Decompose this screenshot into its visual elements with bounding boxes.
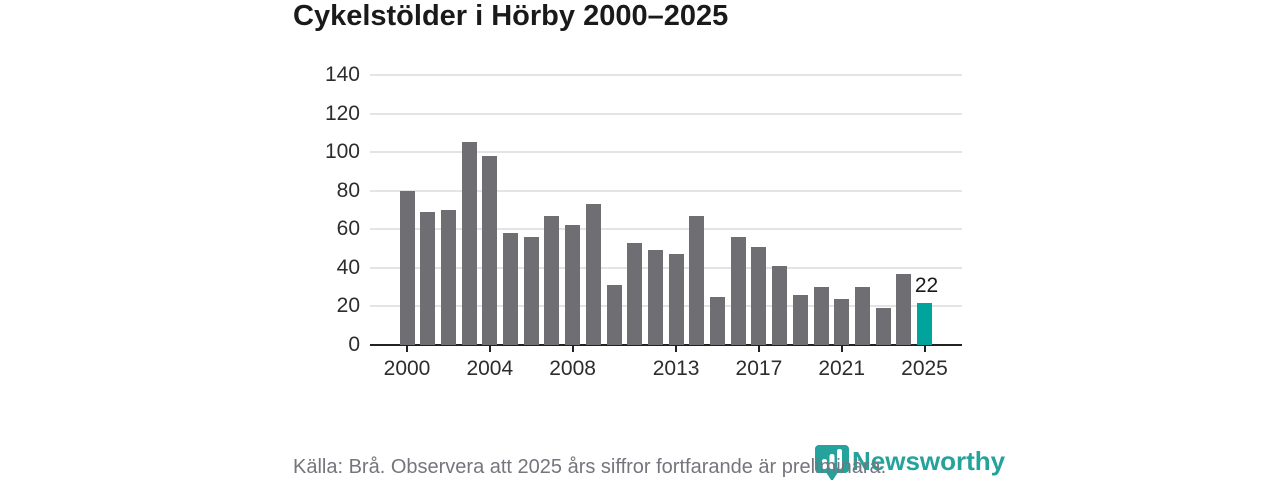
bar-2001 — [420, 212, 436, 345]
x-tick-label-2025: 2025 — [901, 357, 948, 380]
y-tick-label-40: 40 — [336, 255, 360, 279]
x-tick-label-2013: 2013 — [652, 357, 700, 380]
x-tick-2017 — [757, 346, 760, 352]
y-tick-label-100: 100 — [324, 140, 360, 164]
bar-2012 — [647, 250, 663, 345]
bar-2022 — [854, 287, 870, 345]
newsworthy-wordmark: Newsworthy — [852, 446, 1006, 476]
x-tick-label-2021: 2021 — [818, 357, 866, 380]
y-tick-label-80: 80 — [336, 178, 360, 202]
x-tick-2013 — [675, 346, 678, 352]
y-tick-label-120: 120 — [324, 101, 360, 125]
bar-2024 — [896, 274, 912, 345]
x-tick-label-2017: 2017 — [735, 357, 783, 380]
bar-2016 — [730, 237, 746, 345]
bar-2004 — [482, 156, 498, 345]
bar-2011 — [627, 243, 643, 345]
x-tick-label-2008: 2008 — [549, 357, 596, 380]
x-tick-2025 — [923, 346, 926, 352]
bar-2023 — [875, 308, 891, 345]
bar-2005 — [503, 233, 518, 345]
source-note: Källa: Brå. Observera att 2025 års siffr… — [293, 456, 887, 478]
y-tick-label-60: 60 — [336, 217, 360, 241]
chart-title: Cykelstölder i Hörby 2000–2025 — [293, 0, 729, 32]
gridline-140 — [370, 74, 962, 76]
gridline-40 — [370, 266, 962, 269]
bar-2018 — [772, 266, 788, 345]
bar-2006 — [523, 237, 539, 345]
bar-2009 — [585, 204, 601, 345]
gridline-100 — [370, 151, 962, 154]
gridline-20 — [370, 305, 962, 308]
x-tick-label-2004: 2004 — [466, 357, 514, 380]
bar-2010 — [606, 285, 622, 345]
bar-2017 — [751, 247, 767, 345]
bar-2008 — [565, 225, 581, 345]
x-axis-line — [370, 344, 962, 346]
bar-2013 — [668, 254, 684, 345]
newsworthy-shield-icon — [815, 445, 849, 480]
x-tick-2021 — [840, 346, 843, 352]
gridline-80 — [370, 189, 962, 192]
bar-highlight-2025 — [917, 303, 932, 345]
x-tick-2004 — [488, 346, 491, 352]
bar-2015 — [710, 297, 725, 345]
bar-2019 — [792, 295, 808, 345]
bar-value-label-2025: 22 — [914, 273, 939, 297]
bar-2003 — [461, 142, 477, 345]
bar-2014 — [689, 216, 705, 345]
bar-2002 — [440, 210, 456, 345]
y-tick-label-0: 0 — [348, 333, 360, 356]
gridline-60 — [370, 228, 962, 231]
bar-chart-plot-area: 0 20 40 60 80 100 120 140 22 2000 2004 2008 2013 2017… — [325, 63, 962, 380]
gridline-120 — [370, 112, 962, 115]
y-tick-label-20: 20 — [336, 294, 360, 318]
bar-2000 — [399, 191, 415, 345]
bar-2007 — [544, 216, 560, 345]
y-tick-label-140: 140 — [324, 63, 360, 86]
bar-2021 — [834, 299, 850, 345]
x-tick-2000 — [406, 346, 408, 352]
x-tick-2008 — [571, 346, 574, 352]
bar-2020 — [813, 287, 829, 345]
x-tick-label-2000: 2000 — [383, 357, 431, 380]
